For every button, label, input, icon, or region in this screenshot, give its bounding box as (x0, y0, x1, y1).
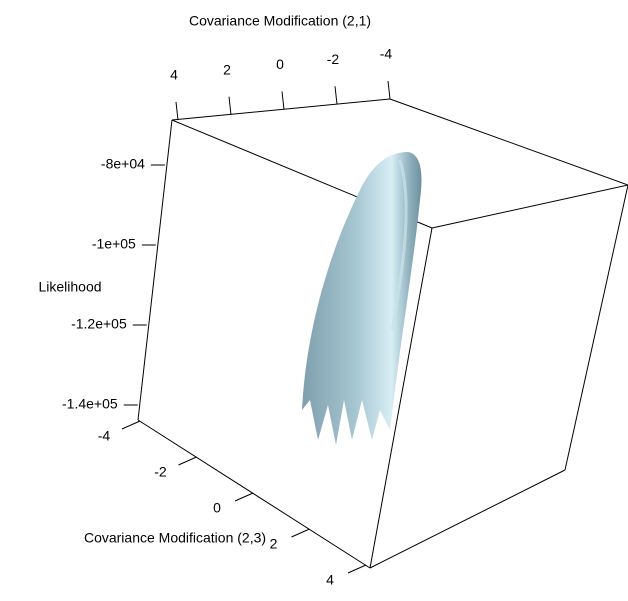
x-tick-label: 4 (170, 67, 178, 83)
box (137, 98, 628, 569)
z-tick-label: -1.2e+05 (71, 316, 127, 332)
y-tick (234, 492, 254, 502)
y-axis-title: Covariance Modification (2,3) (84, 530, 266, 546)
y-tick (291, 528, 310, 538)
y-tick-label: 2 (270, 536, 278, 552)
y-tick-label: -4 (98, 428, 111, 444)
x-tick (387, 80, 391, 100)
x-tick-label: 2 (223, 61, 231, 77)
y-tick (178, 456, 197, 466)
z-axis-title: Likelihood (38, 279, 101, 295)
z-tick-label: -8e+04 (101, 156, 145, 172)
x-tick-label: -2 (327, 51, 340, 67)
x-tick (281, 91, 285, 110)
y-tick-label: -2 (154, 464, 167, 480)
z-tick-label: -1.4e+05 (62, 396, 118, 412)
x-axis-title: Covariance Modification (2,1) (189, 13, 371, 29)
surface (302, 152, 422, 445)
x-tick (175, 101, 179, 121)
y-tick (121, 420, 141, 430)
x-tick (228, 96, 232, 115)
y-tick (347, 564, 367, 574)
y-tick-label: 4 (326, 572, 334, 588)
y-tick-label: 0 (213, 500, 221, 516)
x-tick-label: 0 (276, 56, 284, 72)
x-tick-label: -4 (380, 46, 393, 62)
x-tick (334, 86, 338, 105)
z-tick-label: -1e+05 (92, 236, 136, 252)
